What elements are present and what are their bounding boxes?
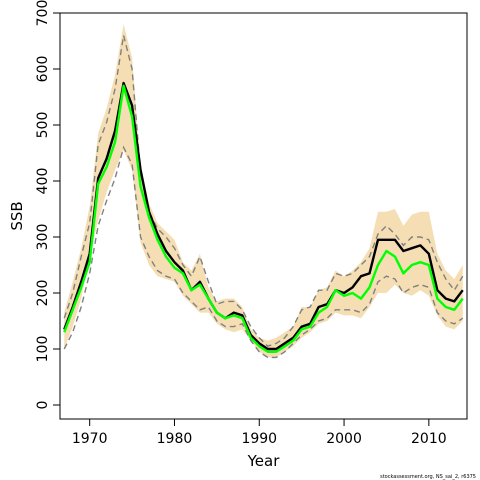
lower-bound-line bbox=[63, 145, 464, 359]
x-tick-label: 1980 bbox=[157, 431, 193, 447]
x-axis: 1970 1980 1990 2000 2010 bbox=[72, 419, 447, 447]
confidence-band-layer bbox=[64, 24, 463, 358]
y-tick-label: 400 bbox=[35, 168, 51, 195]
source-footnote: stockassessment.org, NS_sai_2, r6375 bbox=[380, 474, 476, 480]
plot-frame bbox=[59, 12, 468, 420]
y-tick-label: 600 bbox=[35, 56, 51, 83]
y-axis-title: SSB bbox=[8, 201, 26, 230]
ssb-comparison-line bbox=[63, 84, 464, 353]
y-tick-label: 100 bbox=[35, 336, 51, 363]
y-tick-label: 200 bbox=[35, 280, 51, 307]
x-tick-label: 1970 bbox=[72, 431, 108, 447]
y-tick-label: 0 bbox=[35, 401, 51, 410]
y-tick-label: 300 bbox=[35, 224, 51, 251]
ssb-estimate-line bbox=[63, 81, 464, 351]
upper-bound-line bbox=[63, 35, 464, 347]
y-tick-label: 700 bbox=[35, 0, 51, 26]
x-tick-label: 2000 bbox=[326, 431, 362, 447]
y-axis: 0 100 200 300 400 500 600 700 bbox=[35, 0, 60, 409]
bound-lines-layer bbox=[63, 35, 464, 359]
series-lines-layer bbox=[63, 81, 464, 353]
x-tick-label: 2010 bbox=[411, 431, 447, 447]
x-axis-title: Year bbox=[247, 452, 281, 470]
confidence-band bbox=[64, 24, 463, 358]
x-tick-label: 1990 bbox=[241, 431, 277, 447]
y-tick-label: 500 bbox=[35, 112, 51, 139]
